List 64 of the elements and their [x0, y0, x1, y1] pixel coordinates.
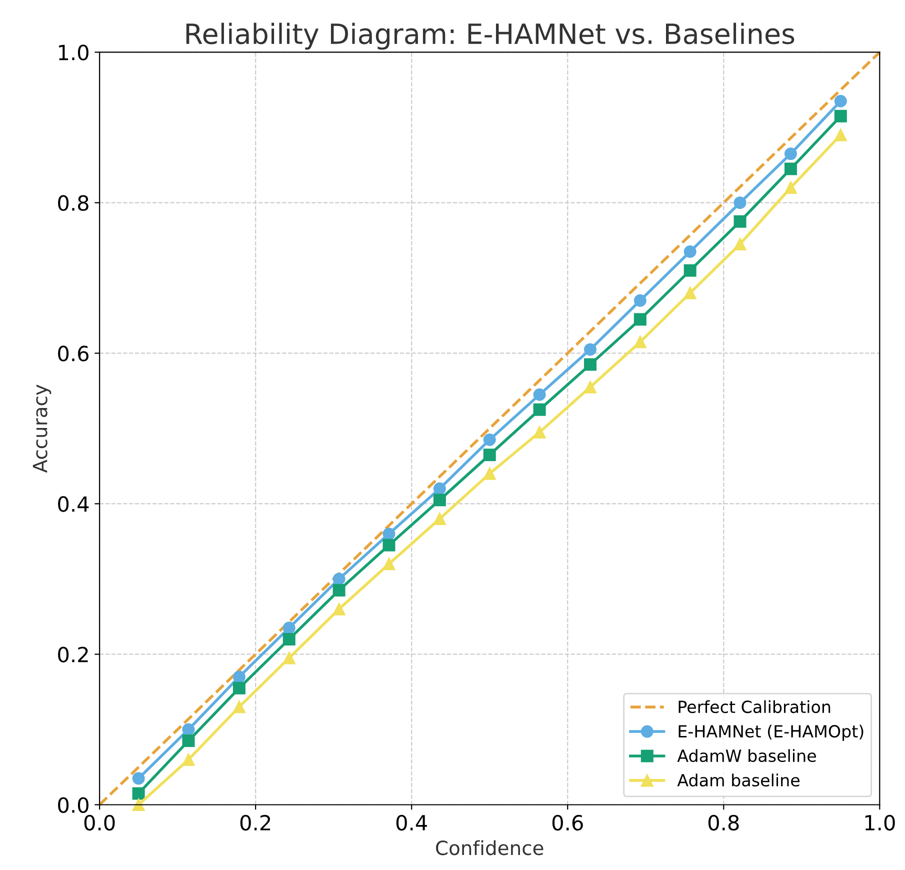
legend-label: Adam baseline	[677, 774, 800, 787]
point	[734, 215, 746, 228]
point	[784, 148, 797, 160]
point	[433, 494, 446, 506]
point	[182, 723, 195, 736]
point	[684, 286, 696, 300]
y-tick-label: 0.0	[58, 797, 88, 813]
y-axis-title: Accuracy	[32, 384, 52, 473]
point	[232, 700, 246, 714]
legend-label: AdamW baseline	[677, 749, 816, 762]
point	[282, 622, 296, 634]
point	[282, 632, 296, 646]
point	[332, 602, 346, 616]
point	[684, 245, 696, 258]
x-tick-label: 0.0	[84, 814, 115, 831]
y-tick-label: 0.6	[58, 346, 89, 362]
x-axis-title: Confidence	[436, 840, 544, 856]
point	[634, 336, 646, 348]
chart-title: Reliability Diagram: E-HAMNet vs. Baselines	[186, 22, 794, 50]
point	[132, 772, 145, 785]
point	[132, 787, 145, 800]
point	[483, 448, 496, 462]
point	[382, 528, 396, 540]
point	[784, 162, 797, 176]
y-tick-label: 1.0	[58, 44, 88, 60]
point	[433, 512, 446, 526]
point	[734, 238, 746, 250]
point	[533, 403, 546, 416]
point	[533, 426, 546, 438]
legend-label: E-HAMNet (E-HAMOpt)	[678, 724, 864, 741]
point	[182, 753, 195, 766]
y-tick-label: 0.8	[58, 195, 88, 211]
point	[382, 558, 396, 570]
point	[232, 682, 246, 694]
point	[584, 380, 596, 394]
point	[182, 734, 195, 748]
x-tick-label: 0.8	[708, 814, 739, 831]
point	[834, 94, 847, 108]
point	[834, 128, 847, 142]
point	[634, 313, 646, 326]
point	[584, 358, 596, 371]
point	[382, 538, 396, 552]
point	[734, 196, 746, 209]
x-tick-label: 1.0	[865, 814, 895, 831]
y-tick-label: 0.4	[58, 496, 89, 512]
point	[483, 467, 496, 480]
point	[483, 434, 496, 446]
x-tick-label: 0.4	[396, 814, 427, 831]
point	[533, 388, 546, 401]
x-tick-label: 0.2	[240, 814, 270, 831]
point	[684, 264, 696, 277]
point	[332, 572, 346, 586]
point	[584, 343, 596, 356]
y-tick-label: 0.2	[58, 646, 88, 662]
point	[132, 798, 145, 811]
point	[282, 652, 296, 664]
point	[834, 110, 847, 122]
point	[784, 181, 797, 194]
point	[332, 584, 346, 597]
point	[433, 482, 446, 495]
point	[232, 670, 246, 684]
point	[634, 294, 646, 307]
x-tick-label: 0.6	[552, 814, 583, 831]
legend-label: Perfect Calibration	[678, 700, 830, 714]
